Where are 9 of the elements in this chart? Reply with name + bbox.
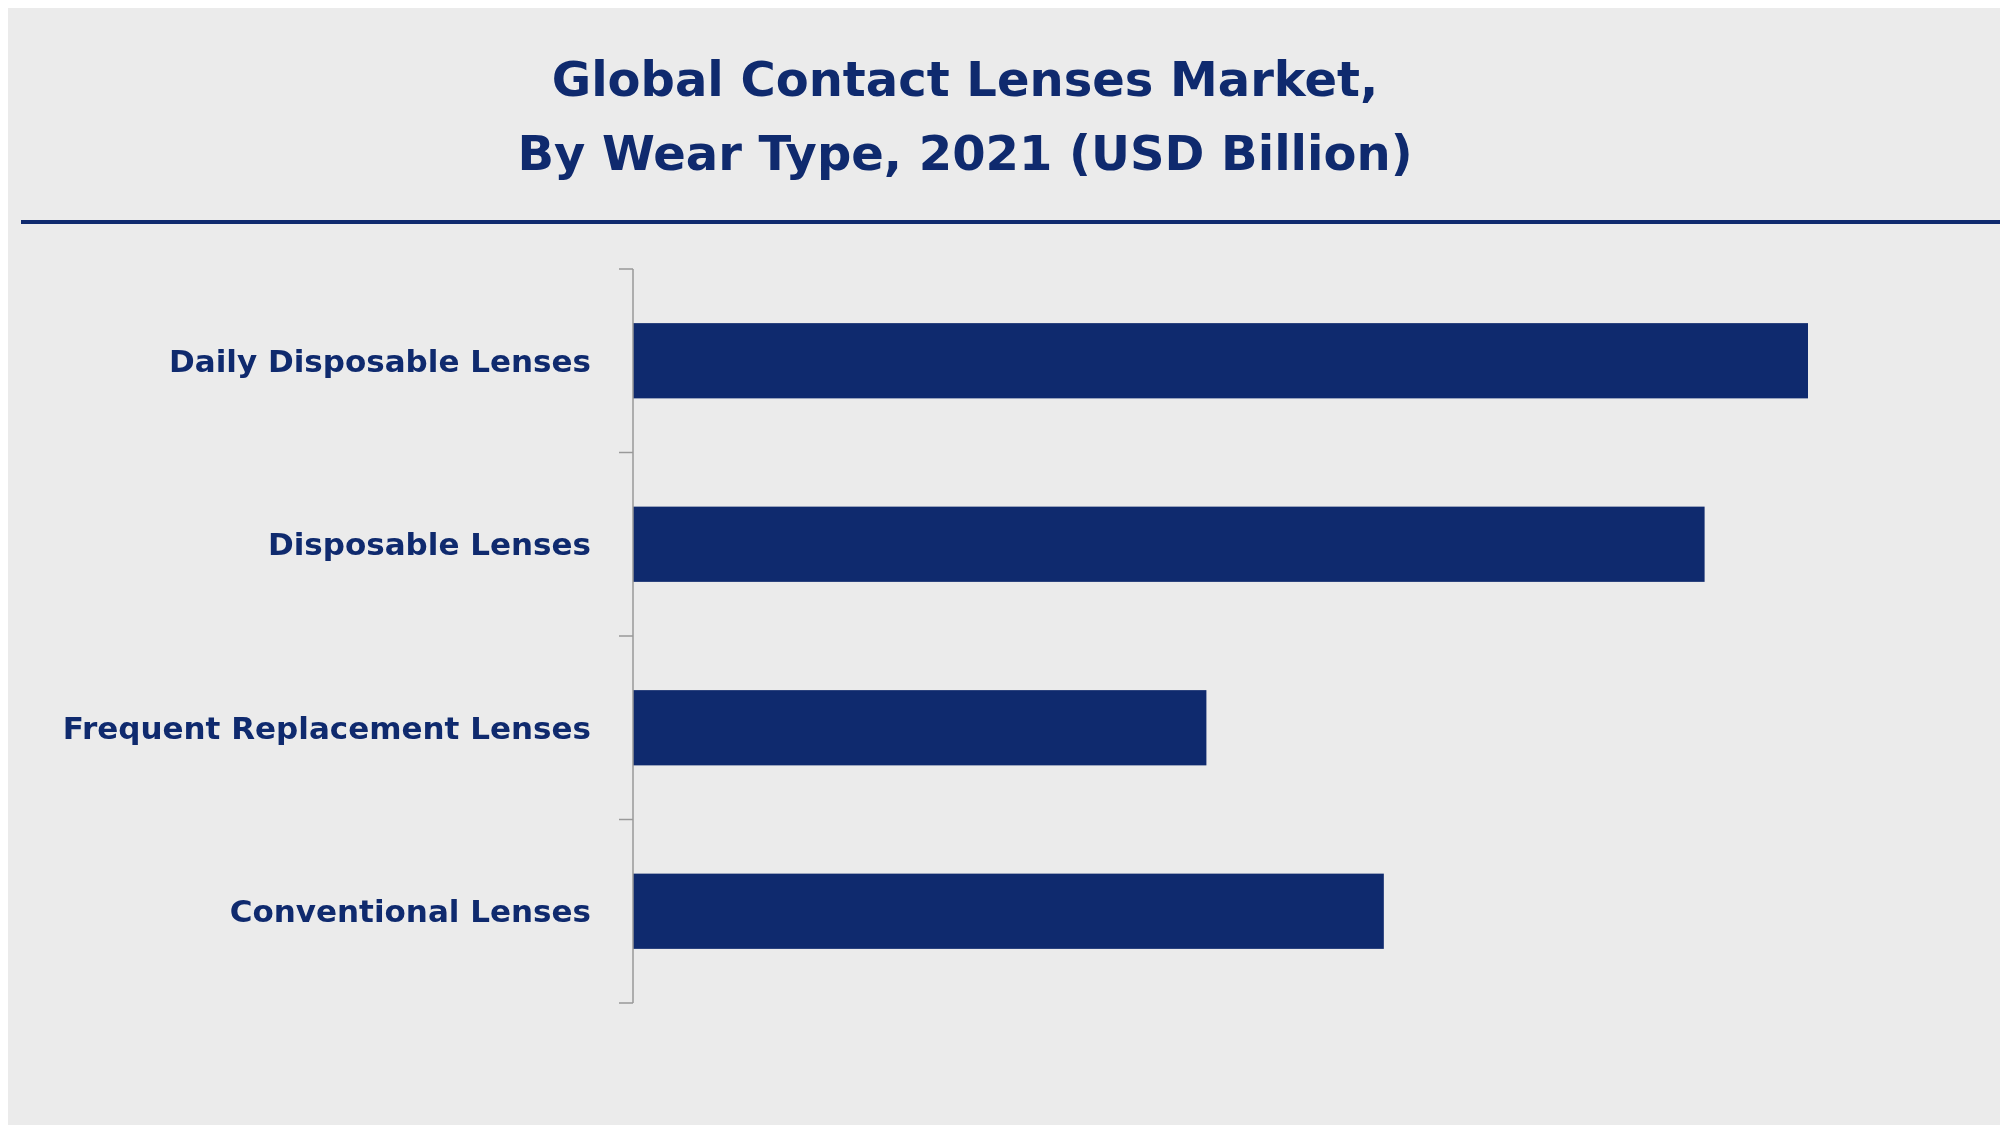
bar bbox=[633, 690, 1207, 766]
bar bbox=[633, 873, 1384, 949]
bar bbox=[633, 323, 1808, 399]
bar bbox=[633, 506, 1705, 582]
y-tick-label: Disposable Lenses bbox=[267, 526, 591, 563]
chart-title: Global Contact Lenses Market, By Wear Type, 2021 (USD Billion) bbox=[517, 51, 1413, 181]
y-tick-label: Daily Disposable Lenses bbox=[169, 342, 591, 379]
y-tick-label: Frequent Replacement Lenses bbox=[62, 709, 591, 746]
y-tick-label: Conventional Lenses bbox=[229, 893, 591, 930]
